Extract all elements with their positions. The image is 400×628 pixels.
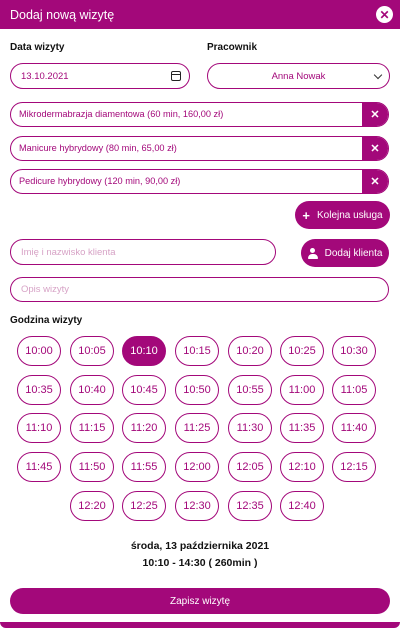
time-slot[interactable]: 10:35 [17, 375, 61, 405]
time-slot[interactable]: 11:50 [70, 452, 114, 482]
service-name: Pedicure hybrydowy (120 min, 90,00 zł) [19, 176, 181, 186]
chevron-down-icon [373, 70, 383, 80]
remove-service-icon[interactable]: ✕ [362, 170, 388, 193]
service-row: Manicure hybrydowy (80 min, 65,00 zł) ✕ [10, 136, 389, 161]
plus-icon: + [302, 207, 310, 223]
add-service-button[interactable]: + Kolejna usługa [295, 201, 390, 229]
time-slot[interactable]: 11:15 [70, 413, 114, 443]
time-slot[interactable]: 12:05 [228, 452, 272, 482]
time-slot[interactable]: 12:10 [280, 452, 324, 482]
time-slot[interactable]: 10:05 [70, 336, 114, 366]
date-label: Data wizyty [10, 42, 65, 53]
time-label: Godzina wizyty [10, 315, 83, 326]
user-icon [307, 247, 318, 259]
time-slot[interactable]: 10:00 [17, 336, 61, 366]
employee-label: Pracownik [207, 42, 258, 53]
description-placeholder: Opis wizyty [21, 284, 70, 295]
client-name-placeholder: Imię i nazwisko klienta [21, 246, 116, 258]
service-row: Mikrodermabrazja diamentowa (60 min, 160… [10, 102, 389, 127]
add-service-label: Kolejna usługa [316, 209, 383, 221]
time-slot[interactable]: 10:45 [122, 375, 166, 405]
date-value: 13.10.2021 [21, 70, 69, 82]
description-input[interactable]: Opis wizyty [10, 277, 389, 302]
add-client-button[interactable]: Dodaj klienta [301, 239, 389, 267]
save-visit-button[interactable]: Zapisz wizytę [10, 588, 390, 614]
summary-date: środa, 13 października 2021 [130, 540, 270, 552]
time-slot[interactable]: 11:05 [332, 375, 376, 405]
time-slot-selected[interactable]: 10:10 [122, 336, 166, 366]
modal-header: Dodaj nową wizytę ✕ [0, 0, 400, 29]
summary-time-range: 10:10 - 14:30 ( 260min ) [142, 557, 258, 569]
time-slot[interactable]: 12:15 [332, 452, 376, 482]
close-icon[interactable]: ✕ [376, 6, 393, 23]
time-slot[interactable]: 10:55 [228, 375, 272, 405]
time-slot[interactable]: 12:25 [122, 491, 166, 521]
client-name-input[interactable]: Imię i nazwisko klienta [10, 239, 276, 265]
time-slot[interactable]: 11:35 [280, 413, 324, 443]
service-row: Pedicure hybrydowy (120 min, 90,00 zł) ✕ [10, 169, 389, 194]
service-name: Manicure hybrydowy (80 min, 65,00 zł) [19, 143, 177, 153]
time-slot[interactable]: 12:20 [70, 491, 114, 521]
time-slot[interactable]: 10:20 [228, 336, 272, 366]
time-slot[interactable]: 11:40 [332, 413, 376, 443]
calendar-icon[interactable] [171, 71, 181, 81]
time-slot[interactable]: 11:20 [122, 413, 166, 443]
time-slot[interactable]: 12:00 [175, 452, 219, 482]
modal-title: Dodaj nową wizytę [10, 7, 115, 22]
time-slot[interactable]: 12:35 [228, 491, 272, 521]
time-slot[interactable]: 11:10 [17, 413, 61, 443]
remove-service-icon[interactable]: ✕ [362, 103, 388, 126]
time-slot[interactable]: 10:25 [280, 336, 324, 366]
time-slot[interactable]: 10:30 [332, 336, 376, 366]
time-slot[interactable]: 11:00 [280, 375, 324, 405]
time-slot[interactable]: 10:15 [175, 336, 219, 366]
time-slot[interactable]: 12:40 [280, 491, 324, 521]
time-slot[interactable]: 12:30 [175, 491, 219, 521]
service-name: Mikrodermabrazja diamentowa (60 min, 160… [19, 109, 224, 119]
time-slot[interactable]: 11:30 [228, 413, 272, 443]
employee-value: Anna Nowak [271, 70, 326, 82]
bottom-bar [0, 622, 400, 628]
date-input[interactable]: 13.10.2021 [10, 63, 190, 89]
time-slot[interactable]: 11:55 [122, 452, 166, 482]
employee-select[interactable]: Anna Nowak [207, 63, 390, 89]
time-slot[interactable]: 10:50 [175, 375, 219, 405]
remove-service-icon[interactable]: ✕ [362, 137, 388, 160]
time-slot[interactable]: 11:45 [17, 452, 61, 482]
time-slot[interactable]: 10:40 [70, 375, 114, 405]
time-slot[interactable]: 11:25 [175, 413, 219, 443]
add-client-label: Dodaj klienta [324, 247, 383, 259]
